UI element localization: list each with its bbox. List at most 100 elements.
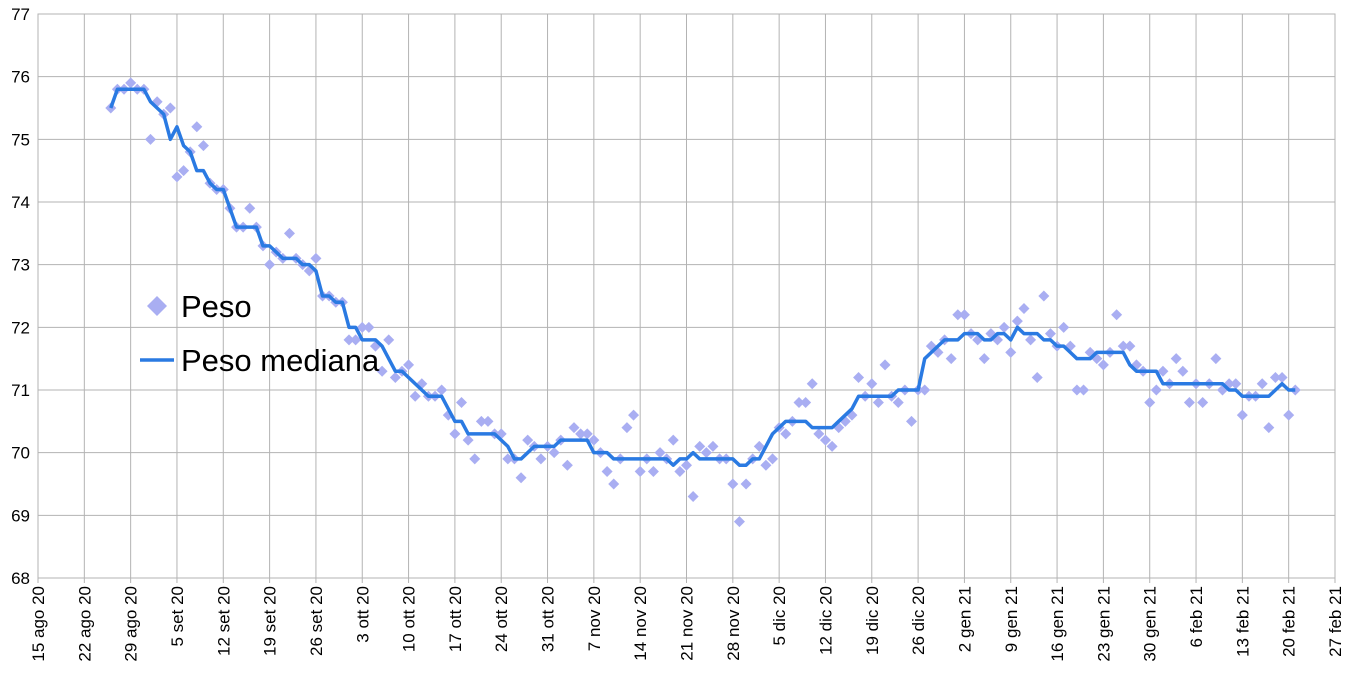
data-point xyxy=(919,384,931,396)
data-point xyxy=(1283,409,1295,421)
data-point xyxy=(1170,353,1182,365)
data-point xyxy=(575,428,587,440)
y-tick-label: 75 xyxy=(11,130,30,149)
x-tick-label: 17 ott 20 xyxy=(446,586,465,652)
x-tick-label: 3 ott 20 xyxy=(353,586,372,643)
data-point xyxy=(1230,378,1242,390)
data-point xyxy=(958,309,970,321)
legend-marker xyxy=(147,296,167,316)
data-point xyxy=(482,415,494,427)
y-tick-label: 71 xyxy=(11,381,30,400)
data-point xyxy=(681,459,692,471)
data-point xyxy=(1183,397,1195,409)
data-point xyxy=(1071,384,1083,396)
x-tick-label: 21 nov 20 xyxy=(678,586,697,661)
x-tick-label: 19 dic 20 xyxy=(863,586,882,655)
data-point xyxy=(872,397,884,409)
data-point xyxy=(1111,309,1123,321)
legend-label: Peso mediana xyxy=(181,343,380,378)
x-tick-label: 12 dic 20 xyxy=(816,586,835,655)
x-tick-label: 28 nov 20 xyxy=(724,586,743,661)
data-point xyxy=(436,384,448,396)
y-tick-label: 76 xyxy=(11,68,30,87)
data-point xyxy=(403,359,415,371)
data-point xyxy=(588,434,600,446)
data-point xyxy=(647,465,659,477)
x-tick-label: 30 gen 21 xyxy=(1141,586,1160,662)
data-point xyxy=(1197,397,1209,409)
data-point xyxy=(694,440,706,452)
data-point xyxy=(283,227,295,239)
data-point xyxy=(905,415,917,427)
x-tick-label: 15 ago 20 xyxy=(29,586,48,662)
data-point xyxy=(244,202,256,214)
data-point xyxy=(356,321,368,333)
data-point xyxy=(363,321,375,333)
x-tick-label: 12 set 20 xyxy=(214,586,233,656)
data-point xyxy=(793,397,805,409)
data-point xyxy=(1031,371,1043,383)
data-point xyxy=(1005,346,1017,358)
data-point xyxy=(813,428,825,440)
x-tick-label: 22 ago 20 xyxy=(75,586,94,662)
data-point xyxy=(456,397,468,409)
data-point xyxy=(144,133,156,145)
data-point xyxy=(733,516,745,528)
legend-label: Peso xyxy=(181,289,252,324)
data-point xyxy=(548,447,560,459)
x-tick-label: 26 dic 20 xyxy=(909,586,928,655)
data-point xyxy=(462,434,474,446)
x-tick-label: 6 feb 21 xyxy=(1187,586,1206,647)
data-point xyxy=(409,390,421,402)
data-point xyxy=(866,378,878,390)
data-point xyxy=(376,365,388,377)
data-point xyxy=(1038,290,1050,302)
data-point xyxy=(1144,397,1156,409)
x-tick-label: 10 ott 20 xyxy=(400,586,419,652)
data-point xyxy=(1150,384,1162,396)
data-point xyxy=(674,465,686,477)
data-point xyxy=(753,440,765,452)
x-tick-label: 7 nov 20 xyxy=(585,586,604,651)
data-point xyxy=(171,171,183,183)
x-tick-label: 23 gen 21 xyxy=(1094,586,1113,662)
x-tick-label: 19 set 20 xyxy=(261,586,280,656)
data-point xyxy=(621,422,633,434)
data-point xyxy=(760,459,772,471)
data-point xyxy=(1256,378,1268,390)
x-tick-label: 5 set 20 xyxy=(168,586,187,647)
data-point xyxy=(654,447,666,459)
data-point xyxy=(945,353,957,365)
data-point xyxy=(475,415,487,427)
data-point xyxy=(502,453,514,465)
data-point xyxy=(687,491,699,503)
x-tick-label: 16 gen 21 xyxy=(1048,586,1067,662)
data-point xyxy=(522,434,534,446)
data-point xyxy=(561,459,573,471)
line-series xyxy=(109,87,1296,467)
data-point xyxy=(879,359,891,371)
data-point xyxy=(952,309,964,321)
data-point xyxy=(1236,409,1248,421)
data-point xyxy=(1263,422,1275,434)
data-point xyxy=(892,397,904,409)
data-point xyxy=(1177,365,1189,377)
data-point xyxy=(727,478,739,490)
data-point xyxy=(197,140,209,152)
data-point xyxy=(707,440,719,452)
data-point xyxy=(568,422,580,434)
data-point xyxy=(780,428,792,440)
data-point xyxy=(1210,353,1222,365)
data-point xyxy=(1124,340,1136,352)
x-tick-label: 29 ago 20 xyxy=(122,586,141,662)
data-point xyxy=(1157,365,1169,377)
data-point xyxy=(1011,315,1023,327)
x-tick-label: 31 ott 20 xyxy=(539,586,558,652)
data-point xyxy=(515,472,527,484)
y-tick-label: 72 xyxy=(11,318,30,337)
data-point xyxy=(740,478,752,490)
data-point xyxy=(343,334,355,346)
data-point xyxy=(1044,328,1056,340)
data-point xyxy=(1078,384,1090,396)
